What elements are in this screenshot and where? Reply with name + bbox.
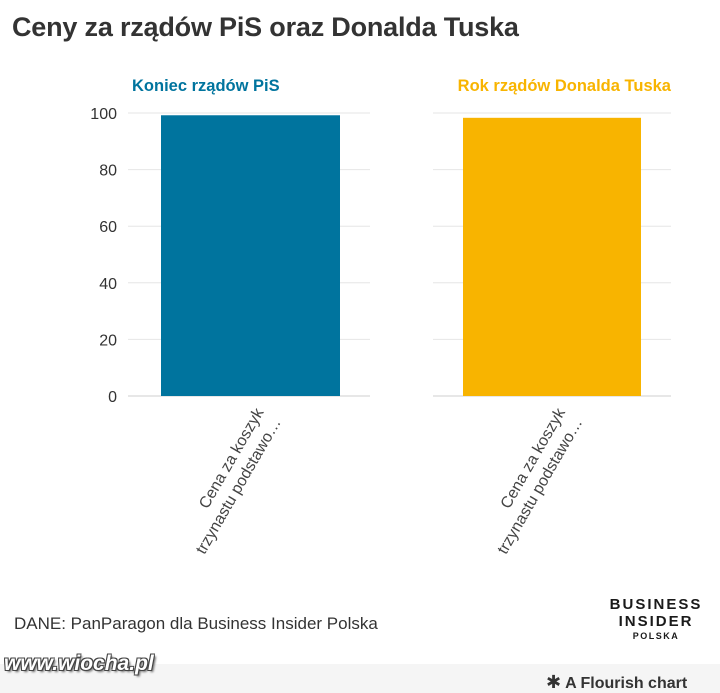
bar [463,117,641,396]
chart-title: Ceny za rządów PiS oraz Donalda Tuska [12,12,519,42]
data-source-note: DANE: PanParagon dla Business Insider Po… [14,614,378,633]
flourish-star-icon: ✱ [546,672,562,692]
logo-line-1: BUSINESS [609,596,703,613]
y-tick-label: 40 [99,276,117,293]
business-insider-logo: BUSINESS INSIDER POLSKA [598,596,714,642]
y-tick-label: 20 [99,332,117,349]
flourish-credit-link[interactable]: ✱ A Flourish chart [546,672,687,693]
y-tick-label: 60 [99,219,117,236]
small-multiples-bar-chart: Koniec rządów PiS 0 20 40 60 80 100 Cena za kos… [90,77,672,558]
bar [161,115,340,396]
y-tick-label: 100 [90,106,117,123]
y-tick-label: 80 [99,163,117,180]
footer-bar [0,664,720,693]
logo-line-2: INSIDER [618,613,694,630]
y-tick-label: 0 [108,389,117,406]
panel-title-2: Rok rządów Donalda Tuska [458,77,672,95]
site-watermark: www.wiocha.pl [4,652,154,675]
logo-line-3: POLSKA [632,631,680,641]
flourish-credit-label: A Flourish chart [565,675,688,692]
panel-title-1: Koniec rządów PiS [132,77,280,95]
